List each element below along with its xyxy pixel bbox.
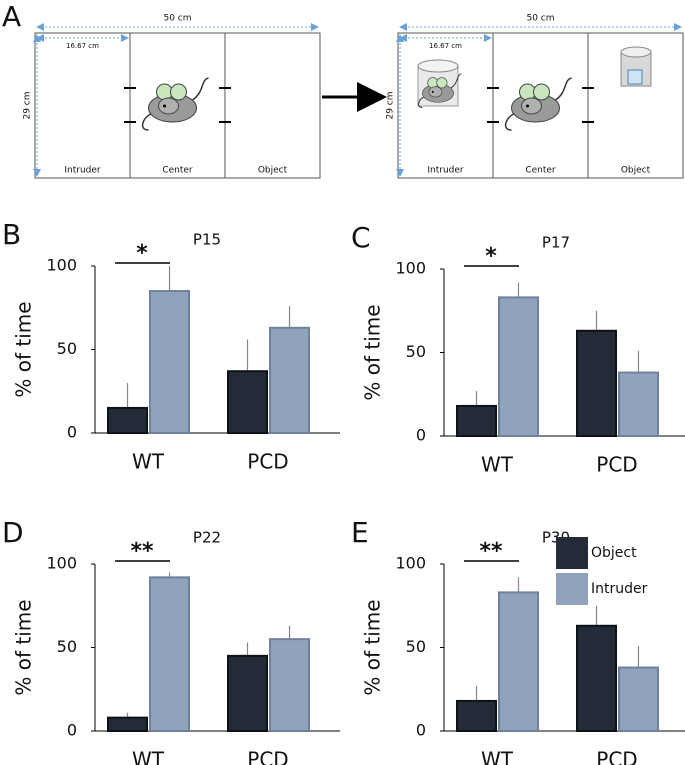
compartment-width-label: 16.67 cm (429, 42, 462, 50)
compartment-label: Object (258, 166, 288, 176)
chart: B P15 % of time 0 50 100 WT PCD * (2, 218, 340, 474)
chart-title: P22 (193, 529, 221, 547)
panel-label: C (351, 221, 371, 254)
y-tick-label: 100 (395, 554, 426, 573)
significance: ** (130, 539, 154, 564)
bar (498, 591, 539, 733)
significance: ** (479, 539, 503, 564)
chart: D P22 % of time 0 50 100 WT PCD ** (2, 516, 340, 765)
bar (576, 624, 617, 732)
x-tick-label: PCD (247, 450, 288, 474)
compartment-label: Object (621, 166, 651, 176)
y-tick-label: 0 (67, 721, 77, 740)
x-tick-label: PCD (596, 453, 637, 477)
panel-label: A (2, 0, 21, 33)
width-label: 50 cm (163, 14, 191, 24)
compartment-label: Intruder (427, 166, 464, 176)
bar (149, 290, 190, 434)
x-tick-label: WT (481, 453, 514, 477)
cage-top (417, 59, 459, 73)
chart-title: P17 (542, 234, 570, 252)
panel-label: E (351, 516, 369, 549)
height-label: 29 cm (386, 91, 396, 119)
diagram: A 50 cm 29 cm 16.67 cm Intruder Center Object 5… (2, 0, 684, 179)
compartment-label: Center (162, 166, 193, 176)
compartment-width-label: 16.67 cm (66, 42, 99, 50)
height-label: 29 cm (23, 91, 33, 119)
x-tick-label: WT (132, 450, 165, 474)
y-tick-label: 0 (416, 426, 426, 445)
cage-top (620, 46, 652, 58)
panel-label: B (2, 218, 21, 251)
bar (269, 326, 310, 435)
bar (227, 654, 268, 732)
mouse (504, 77, 573, 131)
significance: * (136, 241, 148, 266)
y-axis-label: % of time (12, 301, 36, 397)
compartment-label: Center (525, 166, 556, 176)
legend-swatch (556, 573, 588, 605)
y-tick-label: 0 (67, 423, 77, 442)
bar (149, 576, 190, 732)
x-tick-label: PCD (596, 748, 637, 765)
y-axis-label: % of time (12, 599, 36, 695)
x-tick-label: PCD (247, 748, 288, 765)
bar (498, 296, 539, 438)
significance: * (485, 244, 497, 269)
mouse (141, 77, 210, 131)
width-label: 50 cm (526, 14, 554, 24)
y-tick-label: 0 (416, 721, 426, 740)
y-tick-label: 50 (406, 637, 426, 656)
bar (107, 406, 148, 435)
y-axis-label: % of time (361, 599, 385, 695)
bar (107, 716, 148, 733)
chart: C P17 % of time 0 50 100 WT PCD * (351, 221, 685, 477)
bar (576, 329, 617, 438)
y-tick-label: 50 (57, 339, 77, 358)
bar (227, 370, 268, 434)
y-axis-label: % of time (361, 304, 385, 400)
x-tick-label: WT (132, 748, 165, 765)
y-tick-label: 50 (57, 637, 77, 656)
x-tick-label: WT (481, 748, 514, 765)
bar (618, 371, 659, 438)
compartment-label: Intruder (64, 166, 101, 176)
y-tick-label: 50 (406, 342, 426, 361)
bar (456, 404, 497, 438)
chart-title: P15 (193, 231, 221, 249)
bar (618, 666, 659, 732)
y-tick-label: 100 (46, 554, 77, 573)
legend-swatch (556, 537, 588, 569)
legend-label: Intruder (591, 581, 648, 597)
y-tick-label: 100 (46, 256, 77, 275)
y-tick-label: 100 (395, 259, 426, 278)
legend-label: Object (591, 545, 637, 561)
panel-label: D (2, 516, 24, 549)
bar (456, 699, 497, 733)
bar (269, 638, 310, 733)
object (627, 69, 643, 85)
